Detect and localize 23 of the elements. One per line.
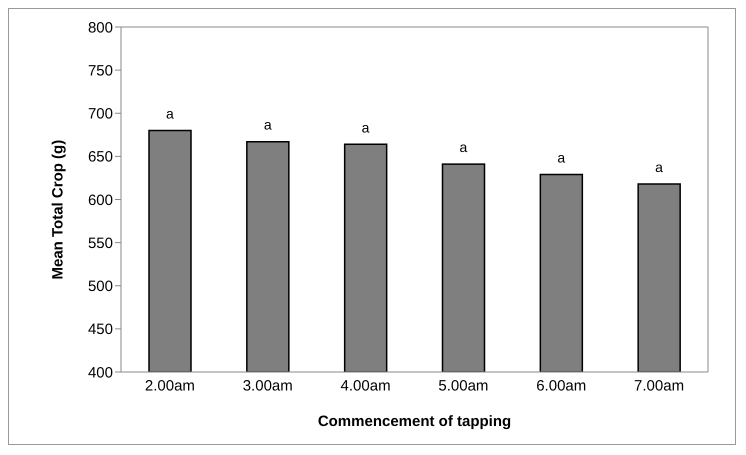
annotation: a [655, 158, 664, 175]
x-tick-label: 7.00am [634, 378, 684, 395]
annotation: a [460, 139, 468, 156]
x-tick-label: 5.00am [438, 378, 488, 395]
y-tick-label: 750 [88, 62, 113, 80]
annotation: a [362, 119, 370, 136]
y-tick-label: 400 [88, 364, 113, 382]
x-tick-label: 6.00am [536, 378, 586, 395]
y-tick-label: 600 [88, 192, 113, 209]
y-tick-label: 450 [88, 321, 113, 338]
y-tick-label: 650 [88, 148, 113, 166]
y-axis-title: Mean Total Crop (g) [49, 140, 66, 280]
x-tick-label: 4.00am [340, 378, 391, 395]
x-tick-label: 3.00am [242, 378, 293, 395]
y-tick-label: 500 [88, 278, 113, 296]
annotation: a [264, 116, 272, 133]
annotation: a [557, 149, 566, 166]
annotation: a [166, 106, 174, 122]
y-tick-label: 700 [88, 106, 113, 123]
x-axis-title: Commencement of tapping [318, 413, 512, 430]
y-tick-label: 800 [88, 19, 113, 36]
y-tick-label: 550 [88, 234, 113, 252]
x-tick-label: 2.00am [144, 378, 195, 395]
